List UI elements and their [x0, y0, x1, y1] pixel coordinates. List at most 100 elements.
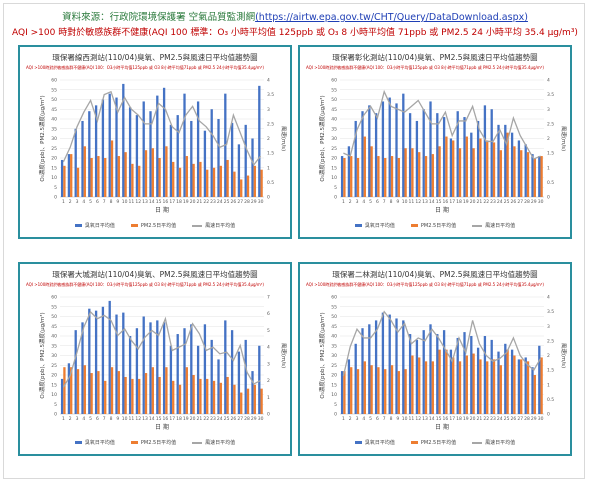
- x-axis-label: 日 期: [435, 206, 449, 214]
- legend-label-wind: 風速日平均值: [205, 223, 236, 229]
- pm25-bar: [233, 171, 236, 197]
- pm25-bar: [356, 158, 360, 197]
- legend-label-o3: 臭氧日平均值: [364, 223, 395, 229]
- x-tick-label: 12: [415, 199, 421, 205]
- pm25-bar: [206, 169, 209, 197]
- y2-tick-label: 0.5: [547, 180, 554, 186]
- o3-bar: [210, 109, 213, 197]
- pm25-bar: [431, 154, 434, 197]
- pm25-bar: [90, 373, 93, 414]
- o3-bar: [497, 351, 500, 414]
- x-tick-label: 26: [231, 199, 237, 205]
- x-tick-label: 19: [183, 199, 189, 205]
- y2-tick-label: 5: [267, 328, 270, 334]
- y-tick-label: 35: [51, 126, 57, 132]
- y-tick-label: 50: [331, 97, 337, 103]
- pm25-bar: [240, 392, 243, 414]
- x-tick-label: 5: [369, 416, 372, 422]
- y-tick-label: 55: [51, 87, 57, 93]
- o3-bar: [108, 300, 111, 414]
- o3-bar: [196, 345, 200, 414]
- x-tick-label: 6: [96, 416, 99, 422]
- pm25-bar: [138, 378, 141, 414]
- pm25-bar: [253, 384, 256, 414]
- pm25-bar: [384, 158, 387, 197]
- pm25-bar: [178, 384, 182, 414]
- o3-bar: [374, 113, 378, 197]
- pm25-bar: [246, 388, 250, 414]
- pm25-bar: [350, 156, 353, 197]
- pm25-bar: [513, 355, 516, 414]
- data-source-text: 資料來源：行政院環境保護署 空氣品質監測網: [62, 12, 256, 23]
- y-tick-label: 35: [331, 343, 337, 349]
- x-tick-label: 10: [402, 416, 408, 422]
- pm25-bar: [404, 148, 407, 197]
- o3-bar: [142, 316, 145, 414]
- y-tick-label: 40: [51, 117, 57, 123]
- x-tick-label: 23: [210, 199, 216, 205]
- x-tick-label: 9: [396, 416, 399, 422]
- x-tick-label: 14: [149, 416, 155, 422]
- o3-bar: [81, 120, 84, 197]
- pm25-bar: [76, 369, 80, 414]
- x-tick-label: 15: [156, 199, 162, 205]
- legend-swatch-wind: [192, 224, 203, 227]
- o3-bar: [340, 156, 344, 197]
- y-tick-label: 40: [51, 334, 57, 340]
- y-tick-label: 40: [331, 334, 337, 340]
- o3-bar: [381, 312, 385, 414]
- o3-bar: [210, 339, 213, 414]
- chart-legend: 臭氧日平均值 PM2.5日平均值 風速日平均值: [20, 439, 290, 446]
- y2-tick-label: 2: [267, 378, 270, 384]
- pm25-bar: [63, 165, 66, 197]
- x-tick-label: 16: [443, 199, 449, 205]
- pm25-bar: [124, 152, 127, 197]
- x-tick-label: 24: [497, 416, 503, 422]
- y-tick-label: 55: [331, 304, 337, 310]
- pm25-bar: [431, 361, 434, 414]
- y-tick-label: 50: [331, 314, 337, 320]
- x-tick-label: 16: [163, 199, 169, 205]
- pm25-bar: [165, 367, 168, 414]
- o3-bar: [67, 154, 71, 197]
- y-tick-label: 5: [54, 402, 57, 408]
- x-tick-label: 15: [436, 199, 442, 205]
- o3-bar: [354, 343, 357, 414]
- x-tick-label: 26: [511, 416, 517, 422]
- y-tick-label: 25: [331, 363, 337, 369]
- x-tick-label: 7: [383, 199, 386, 205]
- o3-bar: [183, 93, 186, 197]
- data-source-link[interactable]: (https://airtw.epa.gov.tw/CHT/Query/Data…: [255, 12, 528, 23]
- pm25-bar: [240, 179, 243, 197]
- o3-bar: [156, 320, 159, 414]
- x-tick-label: 6: [376, 199, 379, 205]
- x-tick-label: 13: [142, 199, 148, 205]
- x-tick-label: 14: [429, 416, 435, 422]
- y2-tick-label: 1: [547, 165, 550, 171]
- x-tick-label: 28: [524, 416, 530, 422]
- x-tick-label: 10: [122, 416, 128, 422]
- legend-label-o3: 臭氧日平均值: [84, 440, 115, 446]
- chart-panel-erlin: 環保署二林測站(110/04)臭氧、PM2.5與風速日平均值趨勢圖 AQI >10…: [298, 262, 572, 456]
- y2-tick-label: 3: [267, 361, 270, 367]
- pm25-bar: [219, 382, 222, 414]
- o3-bar: [169, 124, 173, 197]
- x-tick-label: 5: [89, 199, 92, 205]
- y2-tick-label: 1: [267, 165, 270, 171]
- x-tick-label: 11: [129, 199, 135, 205]
- pm25-bar: [104, 380, 107, 414]
- pm25-bar: [492, 359, 496, 414]
- o3-bar: [203, 324, 207, 414]
- x-tick-label: 23: [490, 416, 496, 422]
- chart-title: 環保署線西測站(110/04)臭氧、PM2.5與風速日平均值趨勢圖: [52, 53, 258, 62]
- x-tick-label: 4: [362, 199, 365, 205]
- o3-bar: [244, 124, 247, 197]
- pm25-bar: [343, 158, 346, 197]
- y2-tick-label: 3: [267, 107, 270, 113]
- o3-bar: [402, 93, 405, 197]
- o3-bar: [135, 328, 139, 414]
- y-tick-label: 0: [334, 412, 337, 418]
- x-tick-label: 13: [422, 416, 428, 422]
- o3-bar: [422, 330, 425, 414]
